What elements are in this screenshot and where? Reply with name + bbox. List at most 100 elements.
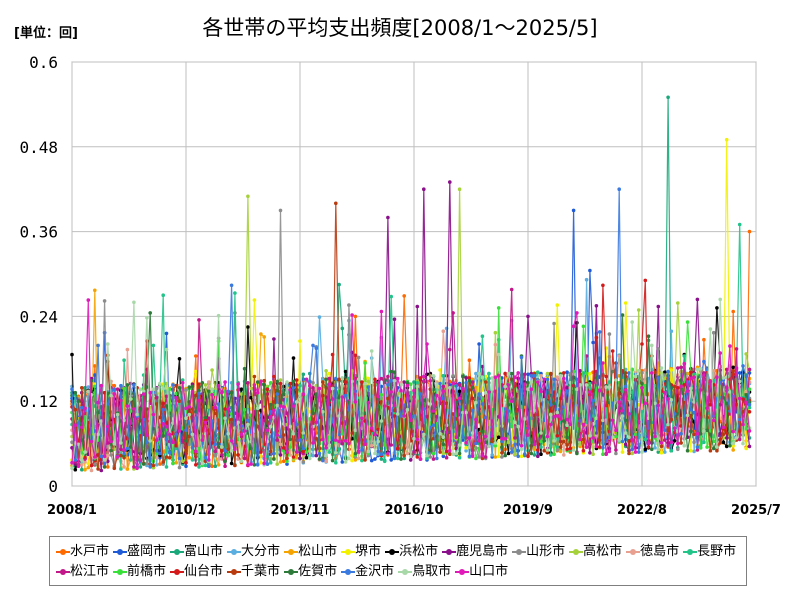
data-point: [395, 412, 400, 416]
data-point: [285, 462, 289, 466]
data-point: [594, 444, 599, 449]
data-point: [702, 359, 706, 364]
data-point: [337, 447, 341, 452]
data-point: [132, 300, 136, 305]
data-point: [435, 383, 439, 387]
data-point: [223, 448, 227, 453]
data-point: [334, 460, 338, 465]
data-point: [532, 374, 537, 378]
data-point: [509, 424, 514, 429]
data-point: [728, 390, 732, 394]
data-point: [337, 414, 341, 418]
legend-marker: [442, 547, 457, 557]
data-point: [148, 390, 152, 395]
data-point: [555, 434, 560, 438]
data-point: [119, 447, 123, 452]
data-point: [425, 456, 429, 461]
legend-item: 浜松市: [385, 542, 438, 562]
data-point: [653, 446, 657, 450]
data-point: [558, 445, 563, 449]
data-point: [402, 453, 407, 458]
data-point: [138, 387, 143, 392]
data-point: [685, 320, 690, 324]
data-point: [529, 380, 534, 384]
data-point: [646, 441, 651, 446]
data-point: [275, 392, 280, 396]
data-point: [594, 335, 599, 340]
data-point: [422, 374, 426, 379]
data-point: [526, 387, 530, 392]
data-point: [141, 392, 146, 396]
data-point: [438, 450, 442, 454]
data-point: [379, 376, 384, 381]
data-point: [522, 382, 527, 387]
data-point: [532, 408, 537, 413]
data-point: [620, 313, 625, 317]
data-point: [747, 410, 752, 414]
data-point: [682, 354, 687, 358]
data-point: [536, 412, 540, 417]
data-point: [529, 416, 534, 421]
data-point: [692, 372, 696, 377]
data-point: [174, 460, 178, 465]
data-point: [666, 369, 670, 374]
data-point: [464, 441, 468, 445]
data-point: [366, 400, 371, 405]
data-point: [620, 450, 625, 454]
legend-marker: [569, 547, 584, 557]
data-point: [513, 420, 517, 425]
data-point: [597, 388, 602, 393]
data-point: [536, 448, 540, 452]
data-point: [356, 355, 361, 360]
data-point: [298, 448, 302, 452]
chart-title: 各世帯の平均支出頻度[2008/1～2025/5]: [202, 16, 598, 40]
data-point: [457, 389, 462, 394]
data-point: [151, 343, 156, 348]
data-point: [604, 452, 608, 457]
data-point: [102, 465, 107, 469]
data-point: [643, 368, 648, 372]
data-point: [298, 339, 302, 343]
data-point: [737, 379, 742, 384]
data-point: [731, 448, 735, 452]
data-point: [529, 387, 534, 392]
data-point: [405, 451, 410, 456]
y-tick-label: 0.48: [19, 138, 58, 157]
data-point: [324, 369, 328, 373]
data-point: [737, 417, 742, 422]
data-point: [399, 457, 403, 461]
data-point: [457, 451, 462, 456]
data-point: [154, 438, 159, 442]
data-point: [708, 327, 713, 331]
data-point: [373, 432, 377, 437]
data-point: [395, 446, 400, 451]
data-point: [711, 418, 716, 423]
data-point: [656, 347, 661, 351]
data-point: [389, 294, 394, 299]
data-point: [360, 458, 364, 463]
data-point: [392, 456, 397, 461]
data-point: [158, 381, 162, 386]
data-point: [461, 386, 465, 391]
data-point: [99, 383, 104, 388]
data-point: [659, 366, 664, 370]
data-point: [431, 374, 436, 378]
data-point: [76, 399, 81, 404]
data-point: [356, 377, 361, 382]
data-point: [83, 460, 87, 464]
data-point: [386, 374, 390, 379]
data-point: [164, 455, 169, 459]
data-point: [80, 386, 84, 390]
data-point: [353, 353, 358, 358]
data-point: [474, 371, 478, 376]
legend-label: 高松市: [583, 544, 623, 559]
data-point: [246, 325, 250, 329]
data-point: [337, 377, 341, 382]
data-point: [314, 453, 319, 458]
data-point: [604, 385, 608, 389]
data-point: [539, 389, 543, 394]
data-point: [545, 371, 550, 376]
data-point: [496, 435, 501, 440]
data-point: [314, 420, 319, 425]
data-point: [207, 464, 211, 469]
